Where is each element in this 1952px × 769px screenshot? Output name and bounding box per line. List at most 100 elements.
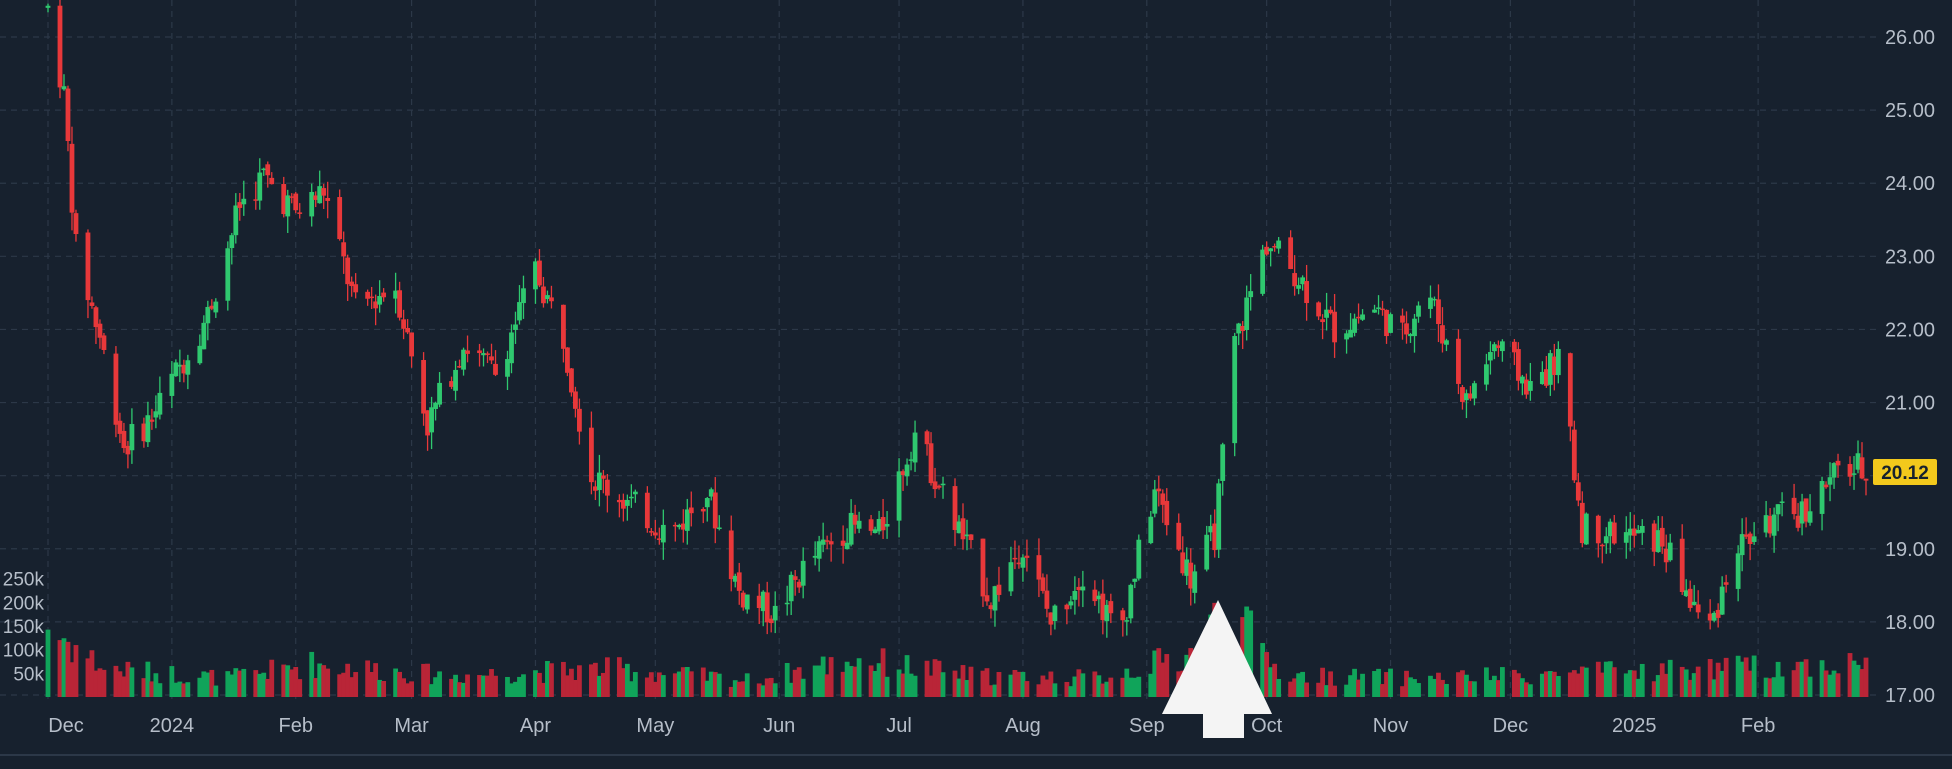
candle-body [1799, 501, 1805, 524]
price-tick-label: 25.00 [1885, 100, 1935, 122]
candle-body [1631, 528, 1637, 536]
volume-bar [644, 677, 650, 697]
candle [365, 289, 371, 306]
candle-body [1635, 529, 1641, 534]
volume-bar [429, 684, 434, 697]
candle-body [900, 471, 906, 476]
candle [1547, 349, 1553, 396]
candle [185, 354, 191, 390]
candle [1695, 590, 1701, 619]
candle-body [1771, 514, 1777, 536]
volume-bar [1819, 660, 1825, 697]
candle-body [1104, 604, 1110, 622]
candle-body [1743, 534, 1749, 537]
candle-body [1020, 557, 1026, 568]
candle-body [1607, 521, 1613, 537]
candle-body [237, 202, 243, 208]
candle-body [1008, 562, 1014, 592]
candle [97, 319, 103, 349]
candle [716, 515, 722, 531]
candle [153, 395, 159, 429]
candle [680, 509, 686, 543]
volume-bar [1767, 678, 1773, 697]
candle [968, 534, 974, 549]
candle-body [1148, 516, 1154, 544]
candle-body [1328, 309, 1333, 314]
volume-bar [1631, 670, 1637, 697]
volume-bar [437, 671, 442, 697]
volume-bar [716, 673, 722, 697]
volume-bar [704, 680, 710, 697]
candle-body [1511, 341, 1517, 353]
volume-bar [65, 641, 71, 697]
volume-bar [1683, 669, 1689, 697]
volume-bar [1855, 664, 1861, 697]
volume-bar [1456, 672, 1461, 697]
volume-bar [680, 667, 686, 697]
volume-bar [433, 677, 438, 697]
candle [481, 348, 486, 367]
candle-body [1304, 281, 1310, 304]
candle [896, 458, 902, 538]
volume-bar [672, 673, 678, 697]
candle-body [952, 486, 958, 531]
candle [393, 272, 399, 314]
candle-body [153, 411, 159, 418]
candle [924, 429, 930, 456]
candle-body [297, 212, 303, 214]
candle-body [1432, 298, 1437, 301]
candle [1316, 301, 1322, 321]
volume-bar [169, 666, 175, 697]
candle [197, 334, 203, 365]
volume-bar [1571, 670, 1577, 697]
volume-bar [481, 675, 486, 697]
volume-bar [1515, 673, 1521, 697]
time-tick-label: Feb [1741, 715, 1775, 737]
candle-body [1092, 589, 1098, 602]
candle [1835, 453, 1841, 478]
volume-bar [712, 672, 718, 697]
candle-body [1539, 371, 1545, 385]
candle-body [325, 198, 331, 201]
volume-bar [173, 682, 179, 697]
candle-body [229, 235, 235, 249]
candle-body [1096, 595, 1102, 600]
candle-body [157, 392, 163, 415]
candle-body [1404, 323, 1409, 335]
candle [157, 376, 163, 420]
candle-body [1412, 318, 1417, 337]
volume-bar [181, 683, 187, 697]
candle [1320, 314, 1325, 340]
candle [824, 535, 830, 550]
volume-bar [97, 668, 103, 697]
candle [1288, 230, 1294, 270]
volume-bar [1527, 684, 1533, 697]
candle [1240, 321, 1246, 350]
volume-bar [129, 667, 135, 697]
candle-body [828, 541, 834, 545]
candle-body [1691, 601, 1697, 606]
volume-bar [768, 677, 774, 697]
candle-body [1264, 246, 1270, 255]
candle [656, 527, 662, 545]
candle-body [624, 499, 630, 506]
candle-body [425, 410, 430, 436]
volume-bar [1472, 681, 1477, 697]
time-tick-label: Mar [394, 715, 429, 737]
candle [377, 280, 383, 313]
volume-bar [1464, 674, 1469, 697]
candle [712, 477, 718, 544]
volume-bar [237, 670, 243, 697]
volume-bar [840, 671, 846, 697]
volume-bar [121, 676, 127, 697]
price-tick-label: 18.00 [1885, 612, 1935, 634]
candle [792, 570, 798, 596]
candle [984, 577, 990, 606]
candle [257, 158, 263, 210]
up-arrow-marker[interactable] [1162, 600, 1272, 738]
candle-body [772, 605, 778, 621]
volume-bar [932, 659, 938, 697]
candle-body [1807, 511, 1813, 523]
candle-body [796, 581, 802, 588]
